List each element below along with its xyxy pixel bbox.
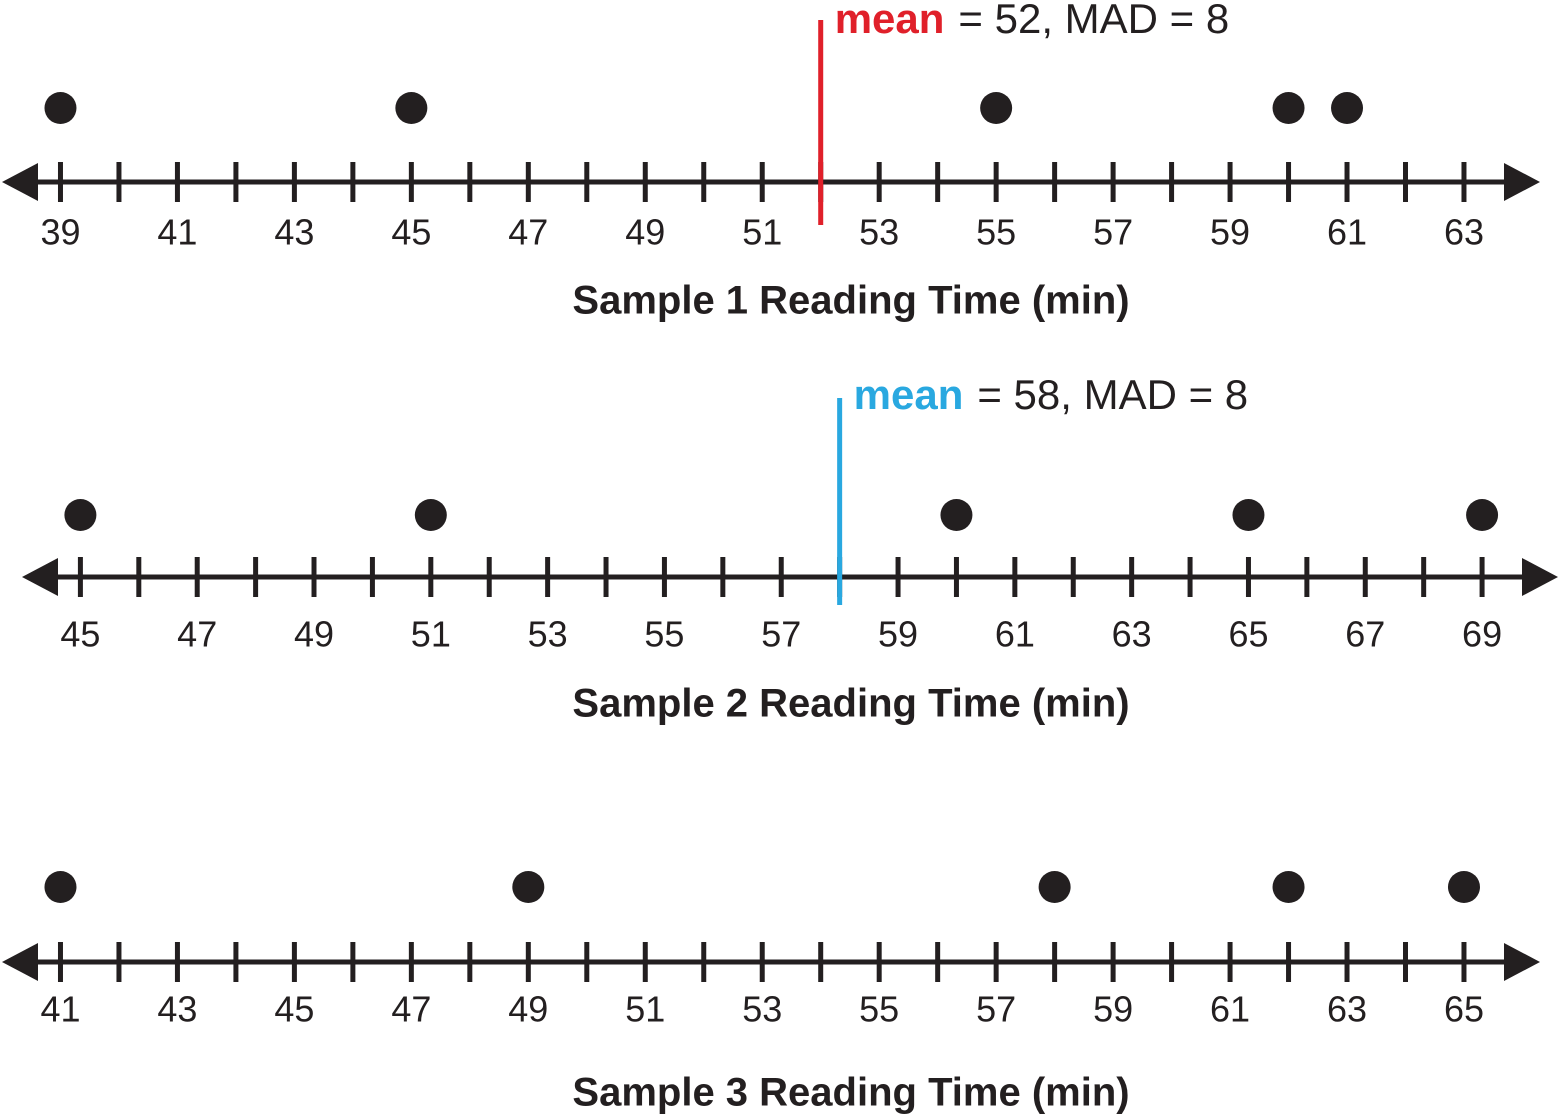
x-tick-label: 67 [1345, 614, 1385, 655]
x-tick-label: 57 [1093, 212, 1133, 253]
x-tick-label: 45 [274, 989, 314, 1030]
x-tick-label: 49 [508, 989, 548, 1030]
x-tick-label: 63 [1444, 212, 1484, 253]
x-tick-label: 55 [976, 212, 1016, 253]
x-tick-label: 41 [40, 989, 80, 1030]
dot [1447, 871, 1480, 903]
x-tick-label: 63 [1112, 614, 1152, 655]
dot [980, 92, 1013, 124]
x-tick-label: 61 [1327, 212, 1367, 253]
x-tick-label: 55 [859, 989, 899, 1030]
dot [1038, 871, 1071, 903]
x-tick-label: 49 [294, 614, 334, 655]
dot [1272, 871, 1305, 903]
x-tick-label: 51 [625, 989, 665, 1030]
axis-title: Sample 1 Reading Time (min) [572, 279, 1129, 323]
x-tick-label: 61 [995, 614, 1035, 655]
arrow-right [1522, 558, 1558, 596]
x-tick-label: 49 [625, 212, 665, 253]
axis-title: Sample 3 Reading Time (min) [572, 1071, 1129, 1115]
x-tick-label: 59 [878, 614, 918, 655]
arrow-left [2, 163, 38, 201]
x-tick-label: 43 [274, 212, 314, 253]
dot [44, 871, 77, 903]
x-tick-label: 41 [157, 212, 197, 253]
arrow-left [2, 943, 38, 981]
mean-annotation: mean = 52, MAD = 8 [835, 0, 1230, 42]
mean-annotation: mean = 58, MAD = 8 [854, 371, 1249, 418]
x-tick-label: 65 [1228, 614, 1268, 655]
x-tick-label: 45 [391, 212, 431, 253]
x-tick-label: 61 [1210, 989, 1250, 1030]
x-tick-label: 57 [761, 614, 801, 655]
x-tick-label: 69 [1462, 614, 1502, 655]
dot [1331, 92, 1364, 124]
dot [414, 499, 447, 531]
x-tick-label: 47 [391, 989, 431, 1030]
mean-label: mean [854, 371, 964, 418]
arrow-left [22, 558, 58, 596]
dot [395, 92, 428, 124]
x-tick-label: 53 [528, 614, 568, 655]
x-tick-label: 45 [60, 614, 100, 655]
x-tick-label: 55 [644, 614, 684, 655]
x-tick-label: 43 [157, 989, 197, 1030]
x-tick-label: 59 [1093, 989, 1133, 1030]
dot [1466, 499, 1499, 531]
dot [44, 92, 77, 124]
x-tick-label: 63 [1327, 989, 1367, 1030]
x-tick-label: 47 [177, 614, 217, 655]
x-tick-label: 53 [742, 989, 782, 1030]
x-tick-label: 53 [859, 212, 899, 253]
mean-label: mean [835, 0, 945, 42]
dot [1272, 92, 1305, 124]
x-tick-label: 51 [411, 614, 451, 655]
dot [940, 499, 973, 531]
arrow-right [1504, 163, 1540, 201]
dot [64, 499, 97, 531]
x-tick-label: 65 [1444, 989, 1484, 1030]
dot [512, 871, 545, 903]
arrow-right [1504, 943, 1540, 981]
mean-text: = 58, MAD = 8 [977, 371, 1248, 418]
mean-text: = 52, MAD = 8 [958, 0, 1229, 42]
x-tick-label: 47 [508, 212, 548, 253]
x-tick-label: 57 [976, 989, 1016, 1030]
x-tick-label: 39 [40, 212, 80, 253]
x-tick-label: 51 [742, 212, 782, 253]
axis-title: Sample 2 Reading Time (min) [572, 682, 1129, 726]
dot [1232, 499, 1265, 531]
x-tick-label: 59 [1210, 212, 1250, 253]
